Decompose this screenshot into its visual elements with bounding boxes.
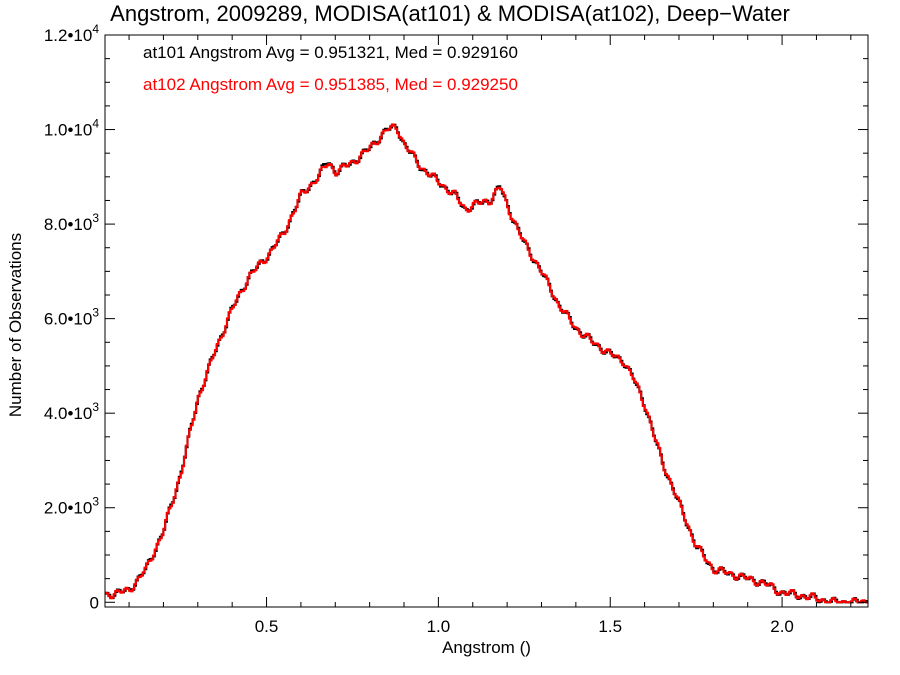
- series-at102-line: [105, 123, 868, 604]
- x-tick-label: 0.5: [255, 617, 279, 636]
- y-tick-label: 2.0•103: [44, 495, 100, 518]
- annotation-at101: at101 Angstrom Avg = 0.951321, Med = 0.9…: [143, 43, 518, 62]
- x-axis-label: Angstrom (): [442, 638, 531, 657]
- plot-frame: [104, 34, 869, 608]
- x-tick-label: 1.0: [427, 617, 451, 636]
- y-tick-label: 6.0•103: [44, 306, 100, 329]
- y-tick-label: 4.0•103: [44, 400, 100, 423]
- y-tick-label: 8.0•103: [44, 211, 100, 234]
- y-tick-label: 0: [90, 593, 99, 612]
- y-tick-label: 1.0•104: [44, 117, 100, 140]
- x-tick-label: 1.5: [598, 617, 622, 636]
- y-tick-label: 1.2•104: [44, 22, 100, 45]
- chart-title: Angstrom, 2009289, MODISA(at101) & MODIS…: [110, 1, 790, 26]
- x-tick-label: 2.0: [770, 617, 794, 636]
- annotation-at102: at102 Angstrom Avg = 0.951385, Med = 0.9…: [143, 75, 518, 94]
- series-at101-line: [105, 123, 868, 604]
